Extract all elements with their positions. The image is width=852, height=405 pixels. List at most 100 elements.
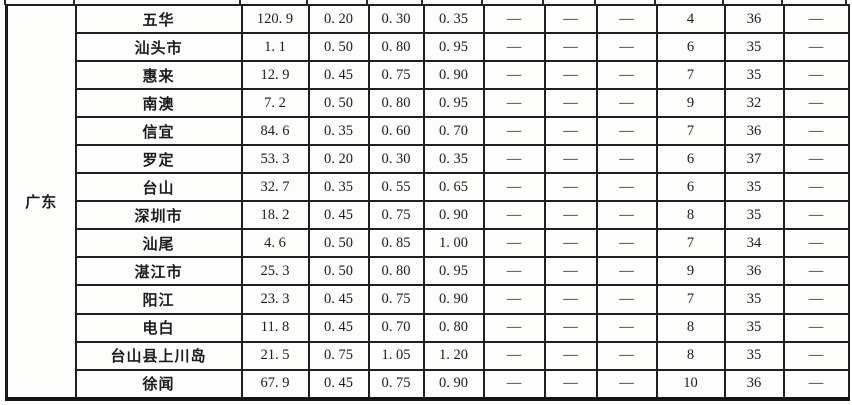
value-cell: 1. 05	[367, 340, 425, 371]
value-cell: 6	[655, 144, 726, 175]
value-cell: —	[482, 88, 546, 119]
value-cell: —	[543, 3, 598, 35]
value-cell: —	[595, 88, 658, 119]
value-cell: 35	[723, 340, 785, 371]
value-cell: 0. 95	[422, 32, 485, 63]
value-cell: 8	[655, 200, 726, 231]
column-line-stub	[421, 0, 423, 5]
value-cell: —	[595, 312, 658, 343]
value-cell: —	[595, 228, 658, 259]
value-cell: 35	[723, 312, 785, 343]
value-cell: —	[543, 88, 598, 119]
table-row: 南澳 7. 2 0. 50 0. 80 0. 95— — —9 32—	[7, 88, 850, 119]
value-cell: 23. 3	[240, 284, 310, 315]
value-cell: 18. 2	[240, 200, 310, 231]
value-cell: 4. 6	[240, 228, 310, 259]
column-line-stub	[481, 0, 483, 5]
value-cell: 53. 3	[240, 144, 310, 175]
value-cell: 0. 20	[307, 3, 370, 35]
table-row: 徐闻 67. 9 0. 45 0. 75 0. 90— — —10 36—	[7, 368, 850, 401]
table-row: 汕头市 1. 1 0. 50 0. 80 0. 95— — —6 35—	[7, 32, 850, 63]
value-cell: 0. 50	[307, 228, 370, 259]
value-cell: 6	[655, 32, 726, 63]
column-line-stub	[722, 0, 724, 5]
value-cell: 0. 45	[307, 368, 370, 401]
value-cell: —	[782, 228, 850, 259]
value-cell: 0. 45	[307, 60, 370, 91]
value-cell: —	[482, 172, 546, 203]
value-cell: 11. 8	[240, 312, 310, 343]
value-cell: —	[482, 256, 546, 287]
value-cell: —	[482, 32, 546, 63]
value-cell: —	[782, 32, 850, 63]
value-cell: 0. 65	[422, 172, 485, 203]
value-cell: 0. 75	[367, 284, 425, 315]
value-cell: 10	[655, 368, 726, 401]
city-cell: 台山县上川岛	[74, 340, 243, 371]
value-cell: —	[782, 312, 850, 343]
value-cell: 36	[723, 3, 785, 35]
value-cell: —	[482, 144, 546, 175]
value-cell: —	[543, 200, 598, 231]
value-cell: —	[595, 340, 658, 371]
value-cell: 0. 80	[367, 88, 425, 119]
value-cell: 32. 7	[240, 172, 310, 203]
value-cell: 0. 90	[422, 284, 485, 315]
table-row: 台山 32. 7 0. 35 0. 55 0. 65— — —6 35—	[7, 172, 850, 203]
value-cell: 35	[723, 284, 785, 315]
value-cell: 0. 90	[422, 368, 485, 401]
value-cell: —	[543, 60, 598, 91]
value-cell: 120. 9	[240, 3, 310, 35]
value-cell: 36	[723, 116, 785, 147]
column-line-stub	[542, 0, 544, 5]
value-cell: 6	[655, 172, 726, 203]
city-cell: 深圳市	[74, 200, 243, 231]
table-row: 广东 五华 120. 9 0. 20 0. 30 0. 35— — —4 36—	[5, 3, 850, 400]
value-cell: 7	[655, 60, 726, 91]
value-cell: 0. 80	[367, 256, 425, 287]
value-cell: —	[482, 200, 546, 231]
value-cell: —	[782, 88, 850, 119]
value-cell: —	[595, 368, 658, 401]
value-cell: 35	[723, 200, 785, 231]
value-cell: 4	[655, 3, 726, 35]
value-cell: 84. 6	[240, 116, 310, 147]
column-line-stub	[654, 0, 656, 5]
value-cell: 7	[655, 284, 726, 315]
table-row: 惠来 12. 9 0. 45 0. 75 0. 90— — —7 35—	[7, 60, 850, 91]
column-line-stub	[239, 0, 241, 5]
value-cell: 0. 50	[307, 256, 370, 287]
value-cell: —	[595, 144, 658, 175]
value-cell: —	[482, 3, 546, 35]
value-cell: 36	[723, 256, 785, 287]
column-line-stub	[781, 0, 783, 5]
value-cell: 0. 45	[307, 200, 370, 231]
value-cell: 34	[723, 228, 785, 259]
value-cell: 35	[723, 172, 785, 203]
value-cell: —	[782, 200, 850, 231]
value-cell: —	[595, 200, 658, 231]
value-cell: 12. 9	[240, 60, 310, 91]
value-cell: —	[482, 116, 546, 147]
value-cell: 0. 35	[307, 172, 370, 203]
value-cell: 32	[723, 88, 785, 119]
value-cell: 0. 75	[307, 340, 370, 371]
value-cell: —	[482, 340, 546, 371]
city-cell: 五华	[74, 3, 243, 35]
value-cell: —	[482, 60, 546, 91]
value-cell: 0. 75	[367, 60, 425, 91]
value-cell: —	[782, 144, 850, 175]
value-cell: 0. 35	[307, 116, 370, 147]
city-cell: 阳江	[74, 284, 243, 315]
value-cell: 0. 80	[422, 312, 485, 343]
value-cell: 1. 1	[240, 32, 310, 63]
column-line-stub	[4, 0, 6, 5]
value-cell: —	[543, 228, 598, 259]
value-cell: —	[482, 368, 546, 401]
value-cell: 0. 60	[367, 116, 425, 147]
value-cell: —	[782, 256, 850, 287]
value-cell: 37	[723, 144, 785, 175]
value-cell: 35	[723, 32, 785, 63]
column-line-stub	[845, 0, 847, 5]
value-cell: —	[543, 116, 598, 147]
